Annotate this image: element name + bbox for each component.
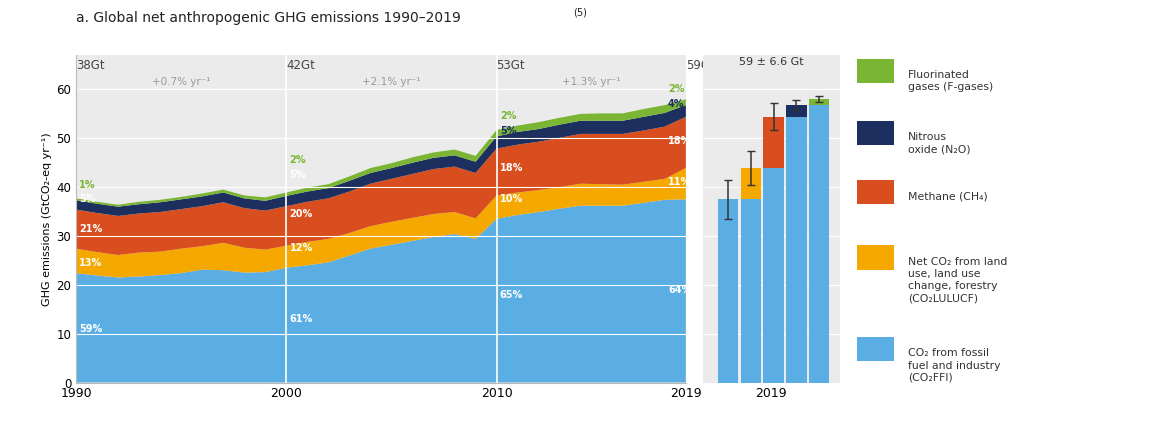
Text: a. Global net anthropogenic GHG emissions 1990–2019: a. Global net anthropogenic GHG emission…: [76, 11, 461, 25]
Text: 2%: 2%: [668, 85, 684, 94]
Text: 12%: 12%: [289, 243, 312, 253]
Bar: [856, 180, 894, 204]
Text: 4%: 4%: [668, 99, 684, 109]
Bar: [763, 117, 784, 382]
Bar: [856, 121, 894, 145]
Text: 2%: 2%: [289, 155, 307, 165]
Text: 42Gt: 42Gt: [287, 60, 315, 72]
Text: 1%: 1%: [80, 180, 96, 190]
Text: 5%: 5%: [500, 126, 516, 136]
Bar: [808, 99, 830, 382]
Text: 11%: 11%: [668, 177, 691, 187]
Text: 20%: 20%: [289, 209, 312, 219]
Text: 64%: 64%: [668, 285, 691, 295]
Bar: [856, 245, 894, 269]
Text: Methane (CH₄): Methane (CH₄): [908, 191, 987, 201]
Text: (5): (5): [573, 8, 587, 18]
Y-axis label: GHG emissions (GtCO₂-eq yr⁻¹): GHG emissions (GtCO₂-eq yr⁻¹): [42, 132, 53, 306]
Text: Nitrous
oxide (N₂O): Nitrous oxide (N₂O): [908, 132, 971, 155]
Text: Net CO₂ from land
use, land use
change, forestry
(CO₂LULUCF): Net CO₂ from land use, land use change, …: [908, 257, 1007, 304]
Bar: [718, 199, 738, 382]
Bar: [808, 99, 830, 105]
Text: 38Gt: 38Gt: [76, 60, 104, 72]
Text: 5%: 5%: [289, 170, 307, 180]
Bar: [763, 117, 784, 168]
Text: 61%: 61%: [289, 314, 312, 324]
Text: 10%: 10%: [500, 194, 523, 204]
Text: 18%: 18%: [500, 163, 523, 173]
Text: Fluorinated
gases (F-gases): Fluorinated gases (F-gases): [908, 70, 993, 92]
Text: +1.3% yr⁻¹: +1.3% yr⁻¹: [562, 77, 620, 87]
Bar: [786, 105, 806, 382]
Text: 5%: 5%: [80, 194, 96, 204]
Bar: [856, 59, 894, 83]
Text: +0.7% yr⁻¹: +0.7% yr⁻¹: [152, 77, 211, 87]
Text: CO₂ from fossil
fuel and industry
(CO₂FFI): CO₂ from fossil fuel and industry (CO₂FF…: [908, 348, 1000, 383]
Bar: [741, 168, 762, 199]
Text: 59%: 59%: [80, 324, 103, 334]
Bar: [741, 168, 762, 382]
Text: +2.1% yr⁻¹: +2.1% yr⁻¹: [363, 77, 421, 87]
Text: 65%: 65%: [500, 289, 523, 300]
Text: 53Gt: 53Gt: [496, 60, 525, 72]
Text: 18%: 18%: [668, 136, 691, 146]
Text: 13%: 13%: [80, 258, 103, 268]
Text: 21%: 21%: [80, 224, 103, 234]
Text: 59 ± 6.6 Gt: 59 ± 6.6 Gt: [739, 57, 804, 68]
Text: 59Gt: 59Gt: [686, 60, 715, 72]
Bar: [856, 337, 894, 361]
Text: 2%: 2%: [500, 111, 516, 121]
Bar: [786, 105, 806, 117]
Bar: [718, 199, 738, 382]
